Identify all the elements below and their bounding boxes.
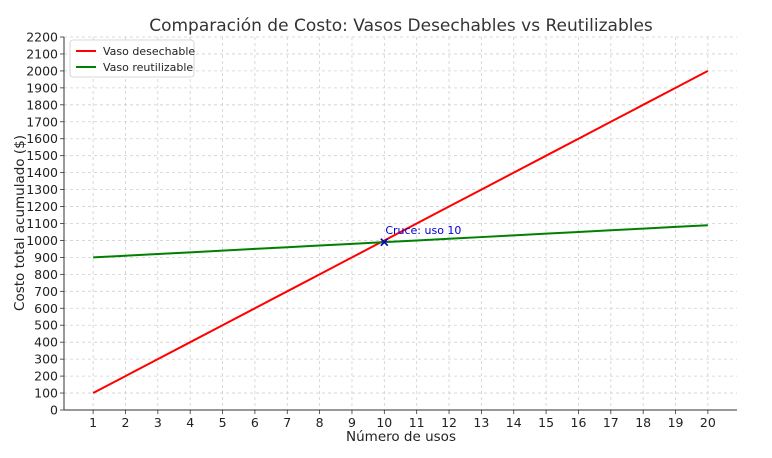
chart-title: Comparación de Costo: Vasos Desechables … [149, 16, 653, 36]
y-tick-label: 1000 [26, 233, 58, 248]
x-tick-label: 17 [603, 415, 619, 430]
legend-box [69, 39, 195, 78]
x-tick-label: 16 [571, 415, 587, 430]
x-tick-label: 8 [316, 415, 324, 430]
y-tick-label: 1600 [26, 131, 58, 146]
x-tick-label: 18 [635, 415, 651, 430]
x-axis-ticks: 1 2 3 4 5 6 7 8 9 10 11 12 13 14 15 16 17 18 19 20 [89, 410, 716, 430]
x-axis-title: Número de usos [346, 429, 456, 445]
x-tick-label: 15 [538, 415, 554, 430]
y-tick-label: 1200 [26, 199, 58, 214]
y-tick-label: 900 [34, 250, 58, 265]
x-tick-label: 9 [348, 415, 356, 430]
y-tick-label: 1900 [26, 80, 58, 95]
x-tick-label: 10 [376, 415, 392, 430]
y-tick-label: 800 [34, 267, 58, 282]
y-tick-label: 2200 [26, 30, 58, 45]
y-tick-label: 200 [34, 369, 58, 384]
x-tick-label: 11 [409, 415, 425, 430]
y-tick-label: 100 [34, 386, 58, 401]
y-tick-label: 600 [34, 301, 58, 316]
y-tick-label: 1700 [26, 114, 58, 129]
y-tick-label: 400 [34, 335, 58, 350]
x-tick-label: 6 [251, 415, 259, 430]
legend-label-reusable: Vaso reutilizable [103, 61, 193, 74]
legend: Vaso desechable Vaso reutilizable [69, 39, 195, 78]
x-tick-label: 13 [473, 415, 489, 430]
crossover-marker [380, 238, 389, 247]
series-line-reusable [93, 224, 708, 259]
x-tick-label: 7 [283, 415, 291, 430]
y-tick-label: 1100 [26, 216, 58, 231]
x-tick-label: 12 [441, 415, 457, 430]
y-tick-label: 1500 [26, 148, 58, 163]
x-tick-label: 4 [186, 415, 194, 430]
annotations: Cruce: uso 10 [380, 224, 461, 247]
series-line-disposable [92, 70, 709, 394]
legend-label-disposable: Vaso desechable [103, 45, 195, 58]
grid [64, 36, 737, 411]
x-tick-label: 5 [219, 415, 227, 430]
y-tick-label: 1400 [26, 165, 58, 180]
y-axis-title: Costo total acumulado ($) [12, 135, 28, 311]
crossover-label: Cruce: uso 10 [385, 224, 461, 237]
y-tick-label: 700 [34, 284, 58, 299]
x-tick-label: 20 [700, 415, 716, 430]
y-tick-label: 1800 [26, 97, 58, 112]
y-tick-label: 300 [34, 352, 58, 367]
x-tick-label: 14 [506, 415, 522, 430]
series-lines [92, 70, 709, 394]
x-tick-label: 2 [121, 415, 129, 430]
x-tick-label: 1 [89, 415, 97, 430]
x-tick-label: 3 [154, 415, 162, 430]
y-tick-label: 500 [34, 318, 58, 333]
y-axis-ticks: 0 100 200 300 400 500 600 700 800 900 1000 1100 1200… [26, 30, 64, 418]
y-tick-label: 1300 [26, 182, 58, 197]
x-tick-label: 19 [668, 415, 684, 430]
y-tick-label: 2100 [26, 46, 58, 61]
y-tick-label: 0 [50, 403, 58, 418]
y-tick-label: 2000 [26, 63, 58, 78]
